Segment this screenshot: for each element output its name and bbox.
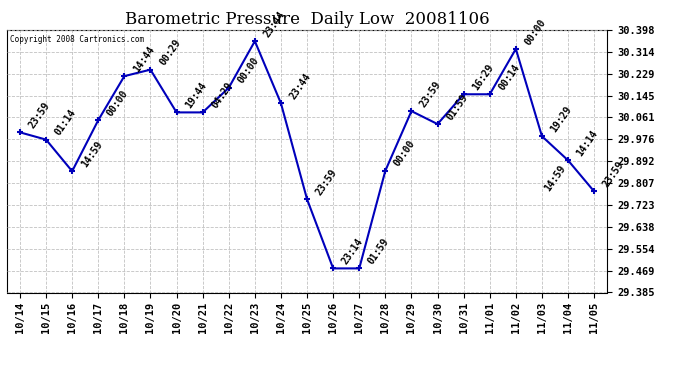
Text: 00:00: 00:00 <box>523 17 548 47</box>
Text: 19:44: 19:44 <box>184 81 208 110</box>
Text: 23:59: 23:59 <box>418 79 444 109</box>
Text: 01:59: 01:59 <box>444 92 469 122</box>
Text: 01:59: 01:59 <box>366 236 391 266</box>
Text: 00:29: 00:29 <box>157 38 182 68</box>
Text: 14:14: 14:14 <box>575 128 600 158</box>
Title: Barometric Pressure  Daily Low  20081106: Barometric Pressure Daily Low 20081106 <box>125 12 489 28</box>
Text: 23:14: 23:14 <box>340 236 365 266</box>
Text: 14:59: 14:59 <box>543 163 568 193</box>
Text: 16:29: 16:29 <box>471 62 495 92</box>
Text: 14:59: 14:59 <box>79 139 104 169</box>
Text: 23:59: 23:59 <box>314 167 339 197</box>
Text: 00:00: 00:00 <box>105 88 130 118</box>
Text: 04:29: 04:29 <box>210 81 235 110</box>
Text: 00:00: 00:00 <box>236 56 261 86</box>
Text: 23:44: 23:44 <box>288 71 313 101</box>
Text: 01:14: 01:14 <box>53 108 78 138</box>
Text: 19:29: 19:29 <box>549 104 574 134</box>
Text: 23:59: 23:59 <box>601 159 626 189</box>
Text: Copyright 2008 Cartronics.com: Copyright 2008 Cartronics.com <box>10 35 144 44</box>
Text: 14:44: 14:44 <box>131 44 157 74</box>
Text: 23:59: 23:59 <box>27 100 52 130</box>
Text: 23:44: 23:44 <box>262 9 287 39</box>
Text: 00:14: 00:14 <box>497 62 522 92</box>
Text: 00:00: 00:00 <box>393 139 417 168</box>
